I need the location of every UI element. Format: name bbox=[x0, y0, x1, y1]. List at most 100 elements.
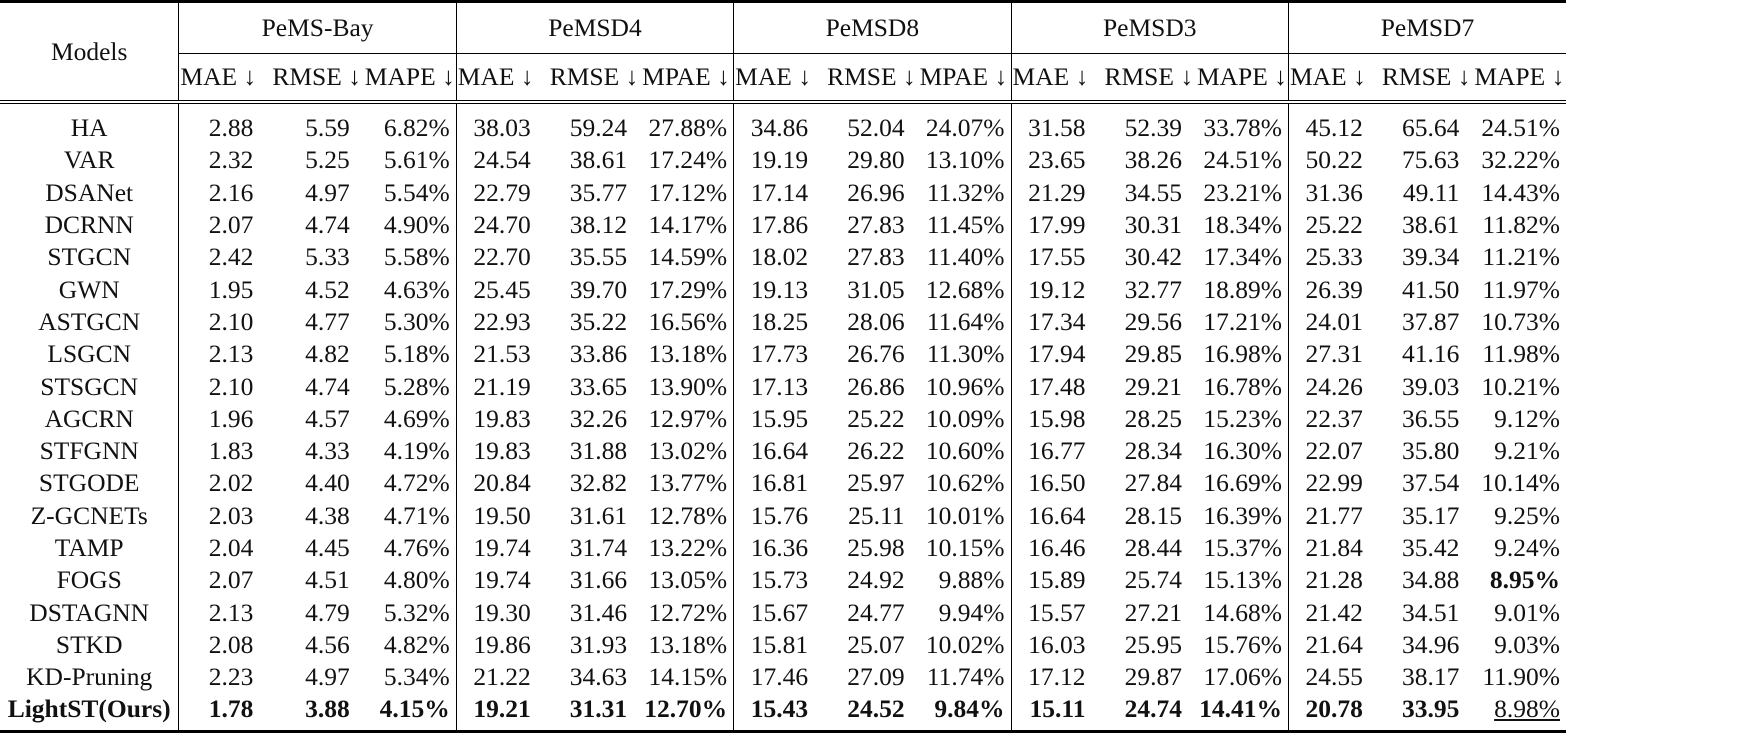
value-text: 2.08 bbox=[208, 629, 254, 659]
value-text: 5.28% bbox=[383, 371, 450, 401]
value-cell: 36.55 bbox=[1381, 403, 1473, 435]
value-text: 24.54 bbox=[473, 145, 531, 175]
value-cell: 31.58 bbox=[1010, 102, 1104, 145]
value-text: 31.31 bbox=[569, 694, 628, 724]
model-name: GWN bbox=[58, 274, 120, 304]
value-cell: 38.61 bbox=[1381, 209, 1473, 241]
value-text: 16.64 bbox=[1028, 500, 1086, 530]
metric-header: MAE ↓ bbox=[455, 53, 549, 104]
value-text: 13.10% bbox=[925, 145, 1005, 175]
value-cell: 14.41% bbox=[1196, 693, 1288, 731]
value-cell: 30.31 bbox=[1104, 209, 1196, 241]
value-cell: 35.77 bbox=[549, 177, 641, 209]
value-text: 26.96 bbox=[847, 177, 905, 207]
value-cell: 34.63 bbox=[549, 661, 641, 693]
value-cell: 18.34% bbox=[1196, 209, 1288, 241]
value-text: 24.74 bbox=[1124, 694, 1182, 724]
value-cell: 24.92 bbox=[826, 564, 918, 596]
value-cell: 10.14% bbox=[1473, 467, 1566, 499]
value-text: 25.33 bbox=[1305, 242, 1363, 272]
value-text: 19.13 bbox=[750, 274, 809, 304]
value-text: 2.10 bbox=[208, 306, 254, 336]
model-name: DCRNN bbox=[44, 210, 134, 240]
value-cell: 19.50 bbox=[455, 499, 549, 532]
value-cell: 1.96 bbox=[178, 402, 272, 435]
value-cell: 2.07 bbox=[178, 564, 272, 597]
value-text: 4.82% bbox=[383, 629, 450, 659]
value-text: 2.07 bbox=[208, 210, 254, 240]
model-name: HA bbox=[70, 113, 108, 143]
value-text: 37.87 bbox=[1401, 306, 1460, 336]
value-cell: 21.28 bbox=[1287, 564, 1381, 597]
value-text: 13.02% bbox=[648, 436, 728, 466]
value-text: 19.83 bbox=[473, 436, 531, 466]
value-cell: 2.13 bbox=[178, 338, 272, 371]
value-cell: 28.25 bbox=[1104, 403, 1196, 435]
value-text: 22.70 bbox=[473, 242, 531, 272]
value-text: 17.12 bbox=[1028, 662, 1086, 692]
value-text: 19.21 bbox=[473, 694, 531, 724]
model-name: TAMP bbox=[54, 533, 124, 562]
value-cell: 33.86 bbox=[549, 338, 641, 370]
metric-header: RMSE ↓ bbox=[1380, 53, 1474, 104]
value-text: 32.82 bbox=[569, 468, 628, 498]
value-cell: 4.63% bbox=[364, 273, 456, 305]
value-text: 11.30% bbox=[926, 339, 1005, 369]
value-text: 10.02% bbox=[925, 629, 1005, 659]
value-text: 32.26 bbox=[569, 403, 628, 433]
value-cell: 16.77 bbox=[1010, 434, 1104, 468]
value-cell: 2.42 bbox=[178, 241, 272, 274]
value-cell: 9.03% bbox=[1473, 629, 1566, 661]
value-text: 25.07 bbox=[847, 629, 905, 659]
value-text: 36.55 bbox=[1401, 403, 1460, 433]
value-text: 28.34 bbox=[1124, 436, 1182, 466]
value-text: 17.46 bbox=[750, 662, 809, 692]
metric-header: MAPE ↓ bbox=[1473, 53, 1566, 104]
value-cell: 38.17 bbox=[1381, 661, 1473, 693]
value-cell: 33.95 bbox=[1381, 693, 1473, 731]
value-cell: 45.12 bbox=[1287, 102, 1381, 145]
value-cell: 21.19 bbox=[455, 370, 549, 403]
value-cell: 39.34 bbox=[1381, 241, 1473, 273]
value-cell: 9.84% bbox=[919, 693, 1011, 731]
results-table: Models PeMS-Bay PeMSD4 PeMSD8 PeMSD3 PeMSD7 … bbox=[0, 1, 1566, 732]
value-cell: 5.33 bbox=[271, 241, 363, 273]
value-text: 5.32% bbox=[383, 597, 450, 627]
value-text: 33.65 bbox=[569, 371, 628, 401]
value-cell: 5.54% bbox=[364, 177, 456, 209]
dataset-header-pems-bay: PeMS-Bay bbox=[178, 1, 457, 54]
value-text: 19.30 bbox=[473, 597, 531, 627]
value-cell: 18.02 bbox=[733, 241, 827, 274]
value-cell: 19.13 bbox=[733, 273, 827, 306]
value-cell: 18.25 bbox=[733, 305, 827, 339]
metric-header: RMSE ↓ bbox=[826, 53, 919, 104]
value-cell: 25.22 bbox=[1287, 208, 1381, 242]
value-cell: 2.08 bbox=[178, 628, 272, 662]
value-text: 11.40% bbox=[926, 242, 1005, 272]
value-text: 16.77 bbox=[1028, 436, 1086, 466]
value-text: 17.99 bbox=[1028, 210, 1086, 240]
value-cell: 2.04 bbox=[178, 531, 272, 565]
value-text: 25.45 bbox=[473, 274, 531, 304]
value-cell: 26.86 bbox=[826, 370, 918, 402]
value-cell: 4.15% bbox=[364, 693, 456, 731]
value-text: 5.54% bbox=[383, 177, 450, 207]
model-name: DSANet bbox=[45, 177, 134, 207]
value-cell: 10.96% bbox=[919, 370, 1011, 402]
value-cell: 8.98% bbox=[1473, 693, 1566, 731]
value-cell: 11.90% bbox=[1473, 661, 1566, 693]
value-cell: 18.89% bbox=[1196, 273, 1288, 305]
value-text: 24.07% bbox=[925, 113, 1005, 143]
value-text: 15.37% bbox=[1203, 533, 1282, 562]
value-cell: 21.29 bbox=[1010, 176, 1104, 209]
value-text: 4.69% bbox=[383, 403, 450, 433]
value-text: 25.22 bbox=[847, 403, 905, 433]
value-cell: 15.13% bbox=[1196, 564, 1288, 596]
value-text: 49.11 bbox=[1402, 177, 1460, 207]
value-text: 29.87 bbox=[1124, 662, 1182, 692]
value-cell: 5.61% bbox=[364, 144, 456, 176]
value-cell: 4.52 bbox=[271, 273, 363, 305]
value-cell: 26.22 bbox=[826, 435, 918, 467]
value-cell: 27.31 bbox=[1287, 338, 1381, 371]
table-row: AGCRN 1.96 4.57 4.69% 19.83 32.26 12.97% 15.95 2… bbox=[0, 402, 1566, 435]
